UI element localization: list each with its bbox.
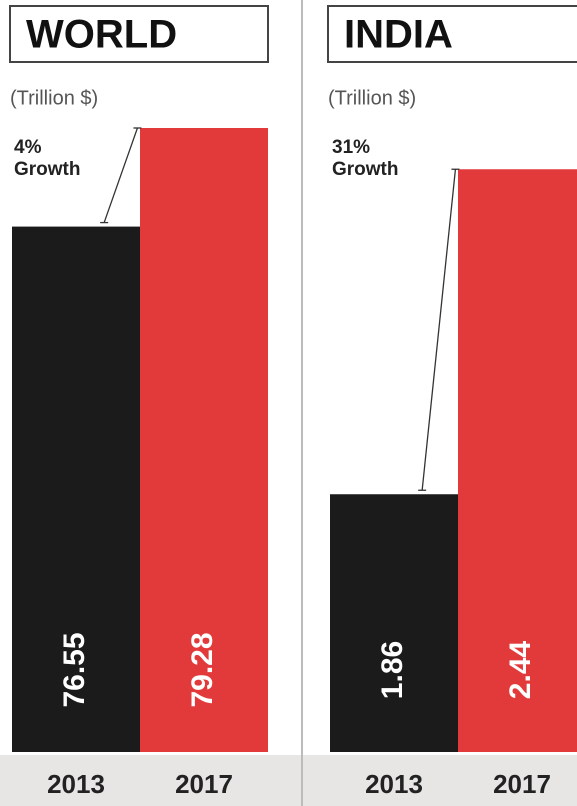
bar bbox=[458, 169, 577, 752]
value-label: 79.28 bbox=[186, 632, 219, 707]
annotation: 4% bbox=[14, 137, 42, 158]
chart-title: INDIA bbox=[344, 13, 453, 57]
value-label: 1.86 bbox=[376, 641, 409, 699]
growth-connector bbox=[103, 127, 139, 223]
bar bbox=[330, 494, 458, 752]
chart-subtitle: (Trillion $) bbox=[10, 87, 98, 109]
growth-connector bbox=[421, 169, 457, 491]
annotation: 31% bbox=[332, 137, 370, 158]
x-tick-label: 2013 bbox=[365, 769, 423, 799]
annotation: Growth bbox=[14, 159, 81, 180]
title-box bbox=[9, 5, 269, 63]
category-strip bbox=[0, 755, 577, 806]
title-box bbox=[327, 5, 577, 63]
bar bbox=[12, 226, 140, 753]
chart-subtitle: (Trillion $) bbox=[328, 87, 416, 109]
x-tick-label: 2017 bbox=[175, 769, 233, 799]
x-tick-label: 2017 bbox=[493, 769, 551, 799]
annotation: Growth bbox=[332, 159, 399, 180]
value-label: 2.44 bbox=[504, 640, 537, 699]
value-label: 76.55 bbox=[58, 632, 91, 707]
x-tick-label: 2013 bbox=[47, 769, 105, 799]
chart-title: WORLD bbox=[26, 13, 177, 57]
bar bbox=[140, 128, 268, 752]
